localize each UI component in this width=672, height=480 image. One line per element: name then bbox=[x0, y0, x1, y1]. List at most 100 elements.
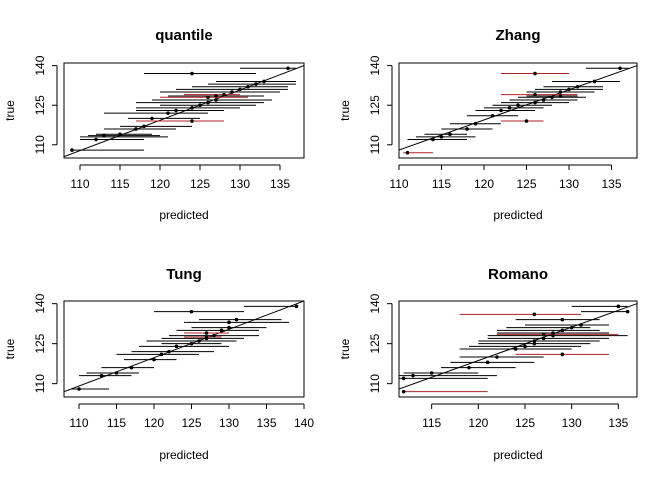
x-tick-label-125: 125 bbox=[515, 416, 535, 430]
data-point-19 bbox=[560, 317, 565, 322]
panel-tung: 110 115 120 125 130 135 140 110 125 140 Tung predic… bbox=[3, 266, 314, 462]
x-tick-label-120: 120 bbox=[144, 416, 164, 430]
x-tick-label-115: 115 bbox=[432, 177, 451, 191]
data-point-6 bbox=[190, 119, 194, 123]
data-point-19 bbox=[592, 79, 597, 84]
x-tick-label-120: 120 bbox=[474, 177, 494, 191]
data-point-2 bbox=[411, 373, 415, 378]
data-point-3 bbox=[118, 132, 122, 137]
x-tick-label-110: 110 bbox=[389, 177, 408, 191]
plot-area bbox=[399, 303, 637, 394]
data-point-7 bbox=[174, 344, 179, 349]
data-point-17 bbox=[234, 317, 239, 322]
data-point-0 bbox=[77, 387, 81, 391]
chart-title: Romano bbox=[488, 266, 548, 283]
data-point-8 bbox=[499, 108, 503, 113]
x-tick-label-130: 130 bbox=[230, 177, 250, 191]
y-tick-label-110: 110 bbox=[33, 135, 47, 154]
x-tick-label-120: 120 bbox=[150, 177, 170, 191]
panel-romano: 115 120 125 130 135 110 125 140 Romano predicted t… bbox=[338, 266, 638, 462]
x-tick-label-130: 130 bbox=[559, 177, 579, 191]
data-point-13 bbox=[204, 331, 209, 335]
panel-quantile: 110 115 120 125 130 135 110 125 140 quantile predi… bbox=[3, 27, 305, 222]
data-point-14 bbox=[219, 328, 224, 333]
data-point-16 bbox=[227, 320, 231, 325]
data-point-15 bbox=[227, 325, 231, 330]
data-point-1 bbox=[94, 137, 98, 142]
data-point-5 bbox=[473, 121, 478, 126]
data-point-3 bbox=[129, 365, 134, 370]
plot-area bbox=[64, 65, 304, 158]
data-point-11 bbox=[533, 100, 537, 105]
data-point-20 bbox=[533, 71, 537, 76]
plot-area bbox=[399, 65, 637, 155]
x-axis-label: predicted bbox=[493, 448, 542, 462]
data-point-16 bbox=[222, 92, 226, 97]
y-tick-label-140: 140 bbox=[33, 55, 47, 75]
data-point-3 bbox=[429, 371, 434, 375]
y-tick-label-110: 110 bbox=[368, 135, 382, 154]
x-axis-label: predicted bbox=[159, 208, 208, 222]
x-tick-label-130: 130 bbox=[219, 416, 239, 430]
data-point-22 bbox=[190, 71, 194, 76]
y-tick-label-125: 125 bbox=[368, 95, 382, 115]
data-point-7 bbox=[560, 352, 565, 357]
data-point-14 bbox=[558, 94, 563, 98]
data-point-5 bbox=[159, 352, 164, 357]
y-axis-label: true bbox=[338, 100, 352, 121]
data-point-1 bbox=[401, 376, 406, 381]
data-point-0 bbox=[405, 150, 410, 155]
data-point-17 bbox=[569, 325, 574, 330]
x-tick-label-110: 110 bbox=[70, 177, 89, 191]
data-point-8 bbox=[166, 111, 170, 115]
data-point-9 bbox=[523, 344, 527, 349]
data-point-5 bbox=[485, 360, 490, 365]
data-point-12 bbox=[212, 333, 216, 338]
data-point-13 bbox=[214, 98, 218, 102]
data-point-17 bbox=[567, 87, 571, 92]
data-point-6 bbox=[495, 355, 499, 359]
data-point-0 bbox=[401, 389, 406, 394]
x-axis-label: predicted bbox=[493, 208, 542, 222]
y-axis-label: true bbox=[3, 338, 17, 359]
data-point-10 bbox=[190, 106, 194, 110]
data-point-19 bbox=[294, 304, 299, 309]
data-point-21 bbox=[625, 309, 630, 314]
x-tick-label-135: 135 bbox=[256, 416, 276, 430]
reference-line bbox=[64, 65, 304, 158]
data-point-19 bbox=[246, 84, 250, 89]
y-axis-label: true bbox=[3, 100, 17, 121]
data-point-2 bbox=[114, 371, 119, 375]
x-axis-label: predicted bbox=[159, 448, 208, 462]
data-point-11 bbox=[204, 335, 209, 339]
x-tick-label-135: 135 bbox=[608, 416, 628, 430]
y-tick-label-125: 125 bbox=[368, 333, 382, 353]
data-point-2 bbox=[439, 135, 444, 139]
x-tick-label-130: 130 bbox=[562, 416, 582, 430]
data-point-18 bbox=[189, 309, 194, 314]
data-point-18 bbox=[579, 323, 583, 327]
data-point-8 bbox=[513, 347, 518, 351]
y-tick-label-125: 125 bbox=[33, 333, 47, 353]
data-point-6 bbox=[524, 119, 529, 123]
y-tick-label-110: 110 bbox=[33, 374, 47, 393]
data-point-7 bbox=[490, 113, 495, 118]
data-point-9 bbox=[507, 106, 512, 110]
data-point-15 bbox=[551, 331, 555, 335]
data-point-14 bbox=[541, 332, 546, 337]
x-tick-label-115: 115 bbox=[110, 177, 129, 191]
data-point-13 bbox=[551, 333, 555, 338]
data-point-4 bbox=[465, 127, 469, 131]
data-point-11 bbox=[198, 103, 202, 108]
x-tick-label-125: 125 bbox=[516, 177, 536, 191]
chart-title: Zhang bbox=[496, 27, 541, 44]
data-point-20 bbox=[254, 82, 258, 86]
data-point-15 bbox=[533, 92, 537, 97]
x-tick-label-115: 115 bbox=[422, 416, 441, 430]
data-point-23 bbox=[286, 66, 290, 71]
data-point-17 bbox=[230, 90, 234, 94]
data-point-9 bbox=[174, 108, 178, 113]
data-point-13 bbox=[550, 95, 554, 100]
data-point-3 bbox=[448, 132, 452, 137]
